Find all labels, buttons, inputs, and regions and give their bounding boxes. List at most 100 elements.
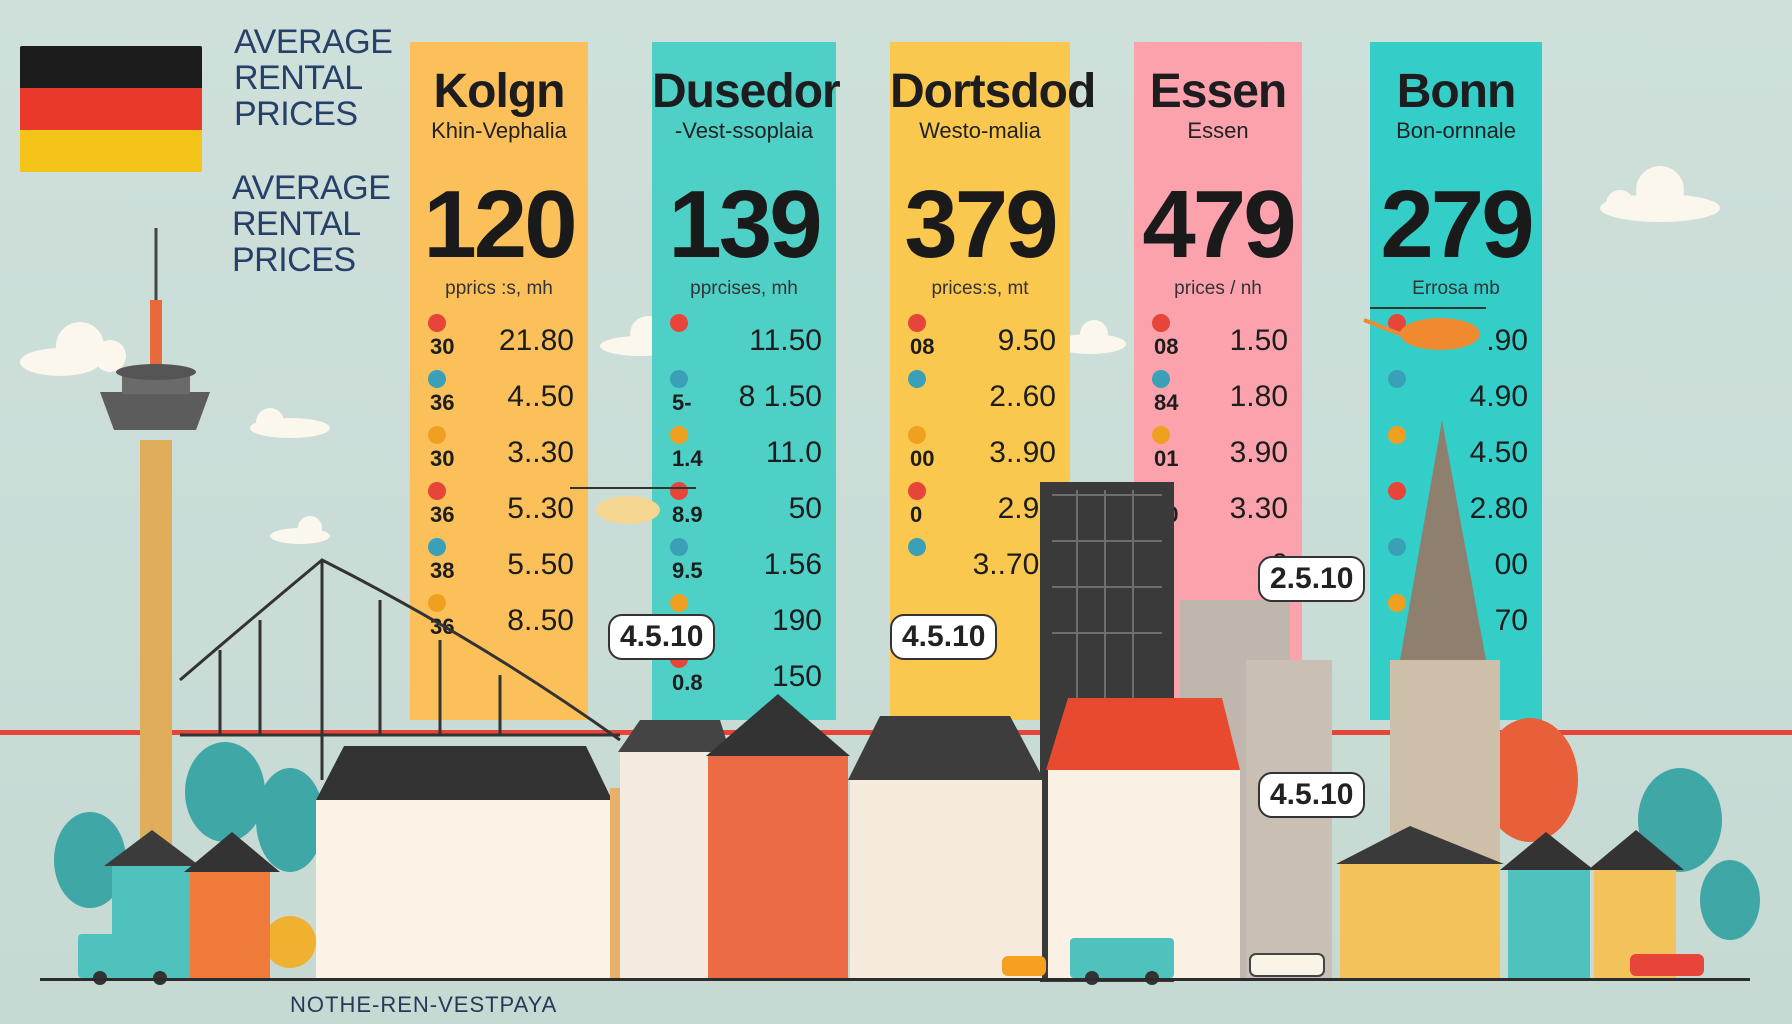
price-unit: pprcises, mh [690, 278, 798, 299]
germany-flag-icon [20, 46, 202, 172]
listing-icon [1388, 426, 1406, 444]
price-row: 30 21.80 [410, 314, 588, 364]
listing-icon [1388, 370, 1406, 388]
listing-icon [670, 538, 688, 556]
price-unit: prices:s, mt [931, 278, 1029, 299]
listing-icon [670, 314, 688, 332]
listing-icon [1152, 370, 1170, 388]
city-subtitle: Westo-malia [919, 118, 1041, 143]
price-bubble: 2.5.10 [1258, 556, 1366, 602]
city-name: Kolgn [433, 65, 566, 118]
title-line: PRICES [232, 241, 356, 279]
listing-icon [670, 594, 688, 612]
listing-icon [1388, 482, 1406, 500]
price-row: 2..60 [890, 370, 1070, 420]
helicopter-icon [570, 487, 696, 524]
house-icon [618, 660, 1332, 978]
price-row: 36 5..30 [410, 482, 588, 532]
cloud-icon [20, 166, 1720, 544]
bridge-icon [179, 558, 621, 780]
price-row: 38 5..50 [410, 538, 588, 588]
row-value: 9.50 [997, 324, 1056, 357]
row-code: 0.8 [672, 670, 703, 695]
city-subtitle: Bon-ornnale [1396, 118, 1516, 143]
row-value: 00 [1494, 548, 1528, 581]
row-value: 8 1.50 [738, 380, 822, 413]
row-code: 01 [1154, 446, 1179, 471]
flag-stripe-black [20, 46, 202, 88]
church-icon [1336, 420, 1504, 978]
listing-icon [670, 426, 688, 444]
row-value: 11.0 [765, 436, 822, 469]
price-bubble: 4.5.10 [608, 614, 716, 660]
price-unit: pprics :s, mh [445, 278, 553, 299]
row-code: 30 [430, 446, 455, 471]
ground-line [40, 978, 1750, 981]
city-subtitle: -Vest-ssoplaia [674, 118, 814, 143]
row-code: 08 [910, 334, 935, 359]
price-row: 01 3.90 [1134, 426, 1302, 476]
listing-icon [908, 482, 926, 500]
row-value: 150 [771, 660, 822, 693]
row-code: 00 [910, 446, 935, 471]
price-unit: prices / nh [1174, 278, 1262, 299]
price-row: .90 [1370, 314, 1542, 364]
listing-icon [428, 370, 446, 388]
price-row: 70 [1370, 594, 1542, 644]
row-value: 5..30 [507, 492, 574, 525]
title-line: AVERAGE [232, 169, 391, 207]
price-row: 36 4..50 [410, 370, 588, 420]
flag-stripe-red [20, 88, 202, 130]
row-value: 4..50 [507, 380, 574, 413]
column-dortsdod: Dortsdod Westo-malia 379 prices:s, mt 08… [890, 42, 1096, 720]
price-row: 11.50 [652, 314, 836, 364]
city-subtitle: Khin-Vephalia [431, 118, 567, 143]
big-price: 279 [1380, 171, 1534, 278]
helicopter-icon [1363, 307, 1486, 350]
big-price: 479 [1142, 171, 1296, 278]
row-value: 8..50 [507, 604, 574, 637]
big-price: 120 [423, 171, 577, 278]
listing-icon [1152, 426, 1170, 444]
city-name: Dusedor [652, 65, 841, 118]
row-value: 21.80 [498, 324, 574, 357]
price-row: 4.90 [1370, 370, 1542, 420]
price-row: 00 3..90 [890, 426, 1070, 476]
city-name: Bonn [1396, 65, 1517, 118]
row-value: 1.56 [763, 548, 822, 581]
row-code: 30 [430, 334, 455, 359]
title-mid: AVERAGE RENTAL PRICES [232, 169, 391, 279]
title-line: RENTAL [234, 59, 363, 97]
row-value: 50 [788, 492, 822, 525]
row-value: 3.30 [1229, 492, 1288, 525]
price-bubble: 4.5.10 [1258, 772, 1366, 818]
row-value: 70 [1494, 604, 1528, 637]
price-row: 08 1.50 [1134, 314, 1302, 364]
tree-icon [264, 916, 316, 968]
price-row: 4.50 [1370, 426, 1542, 476]
listing-icon [908, 370, 926, 388]
price-row: 00 [1370, 538, 1542, 588]
listing-icon [908, 426, 926, 444]
tree-icon [1482, 718, 1578, 842]
listing-icon [428, 482, 446, 500]
listing-icon [670, 482, 688, 500]
title-line: RENTAL [232, 205, 361, 243]
listing-icon [428, 426, 446, 444]
row-code: 84 [1154, 390, 1179, 415]
listing-icon [908, 314, 926, 332]
big-price: 139 [668, 171, 822, 278]
price-row: 08 9.50 [890, 314, 1070, 364]
row-code: 08 [1154, 334, 1179, 359]
listing-icon [1388, 314, 1406, 332]
row-value: 2..60 [989, 380, 1056, 413]
price-bubble: 4.5.10 [890, 614, 998, 660]
row-value: 1.50 [1229, 324, 1288, 357]
row-code: 8.9 [672, 502, 703, 527]
row-code: 38 [430, 558, 455, 583]
row-value: 1.80 [1229, 380, 1288, 413]
listing-icon [1388, 594, 1406, 612]
